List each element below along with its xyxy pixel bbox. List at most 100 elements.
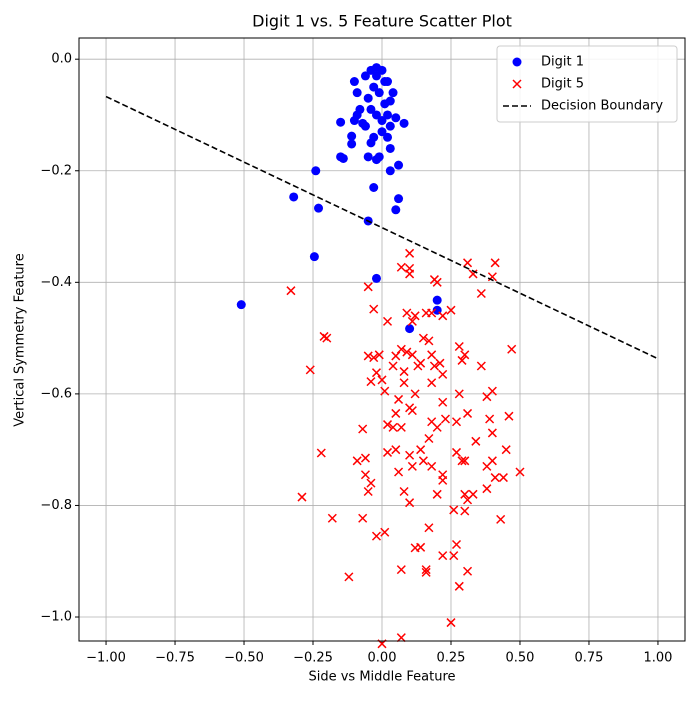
point: [369, 182, 379, 192]
point: [377, 127, 387, 137]
x-marker: [380, 527, 390, 537]
point: [286, 286, 296, 296]
point: [487, 428, 497, 438]
point: [297, 492, 307, 502]
x-marker: [463, 258, 473, 268]
x-marker: [424, 433, 434, 444]
point: [418, 456, 428, 466]
point: [358, 513, 368, 523]
x-marker: [394, 394, 404, 404]
x-marker: [438, 397, 448, 407]
point: [394, 160, 404, 170]
point: [482, 392, 492, 402]
point: [416, 445, 426, 455]
x-marker: [446, 305, 456, 315]
point: [427, 308, 437, 318]
x-marker: [427, 417, 437, 427]
x-marker: [363, 486, 373, 497]
point: [394, 194, 404, 204]
x-marker: [440, 414, 451, 424]
x-marker: [388, 361, 398, 371]
point: [396, 633, 406, 643]
point: [424, 523, 434, 533]
point: [487, 456, 497, 466]
point: [369, 132, 379, 142]
point: [449, 505, 459, 515]
point: [396, 344, 406, 354]
x-marker: [402, 347, 412, 357]
x-marker: [360, 453, 370, 463]
x-marker: [360, 470, 370, 480]
point: [421, 565, 431, 575]
point: [460, 456, 470, 466]
legend: Digit 1 Digit 5 Decision Boundary: [496, 45, 678, 123]
x-marker: [438, 311, 448, 321]
x-marker: [501, 445, 511, 455]
x-tick-label: 0.50: [506, 651, 535, 666]
x-marker: [435, 358, 445, 368]
x-marker: [410, 311, 420, 321]
x-marker: [407, 406, 417, 416]
point: [424, 336, 434, 346]
point: [382, 316, 393, 326]
point: [460, 350, 470, 360]
point: [338, 153, 348, 163]
x-marker: [344, 572, 354, 582]
x-marker: [366, 377, 376, 387]
point: [407, 406, 417, 416]
point: [476, 288, 486, 299]
x-marker: [421, 567, 431, 577]
x-marker: [463, 408, 473, 418]
point: [322, 333, 332, 343]
x-marker: [451, 447, 462, 457]
point: [360, 121, 370, 131]
x-tick-label: 1.00: [643, 651, 672, 666]
point: [377, 65, 387, 75]
point: [374, 88, 384, 98]
x-marker: [382, 420, 393, 430]
point: [460, 489, 470, 499]
point: [363, 351, 373, 361]
point: [454, 581, 464, 591]
x-marker: [449, 505, 459, 515]
legend-label: Digit 5: [541, 77, 584, 92]
point: [457, 355, 467, 365]
point: [352, 456, 362, 466]
point: [327, 513, 337, 523]
point: [385, 96, 395, 106]
point: [463, 258, 473, 268]
point: [371, 110, 381, 120]
point: [305, 365, 315, 375]
x-marker: [507, 344, 517, 354]
point: [385, 166, 395, 176]
point: [371, 531, 382, 541]
x-marker: [358, 513, 368, 523]
x-tick-label: 0.75: [574, 651, 603, 666]
point: [490, 258, 500, 268]
point: [427, 461, 437, 471]
point: [501, 445, 511, 455]
point: [449, 551, 459, 561]
x-marker: [377, 375, 387, 385]
point: [360, 71, 370, 81]
point: [394, 394, 404, 404]
plot-area: [105, 63, 659, 649]
legend-marker: [512, 57, 522, 67]
point: [363, 152, 373, 162]
point: [405, 248, 415, 258]
x-marker: [322, 333, 332, 343]
x-marker: [405, 248, 415, 258]
point: [349, 116, 359, 126]
point: [405, 269, 415, 279]
point: [427, 417, 437, 427]
x-marker: [399, 378, 409, 388]
x-tick-label: 0.00: [368, 651, 397, 666]
y-tick-label: −0.8: [40, 498, 72, 513]
point: [405, 450, 415, 460]
point: [424, 433, 434, 444]
y-tick-label: −1.0: [40, 610, 72, 625]
point: [405, 324, 415, 334]
point: [347, 131, 357, 141]
chart-title: Digit 1 vs. 5 Feature Scatter Plot: [252, 12, 512, 31]
x-marker: [460, 456, 470, 466]
